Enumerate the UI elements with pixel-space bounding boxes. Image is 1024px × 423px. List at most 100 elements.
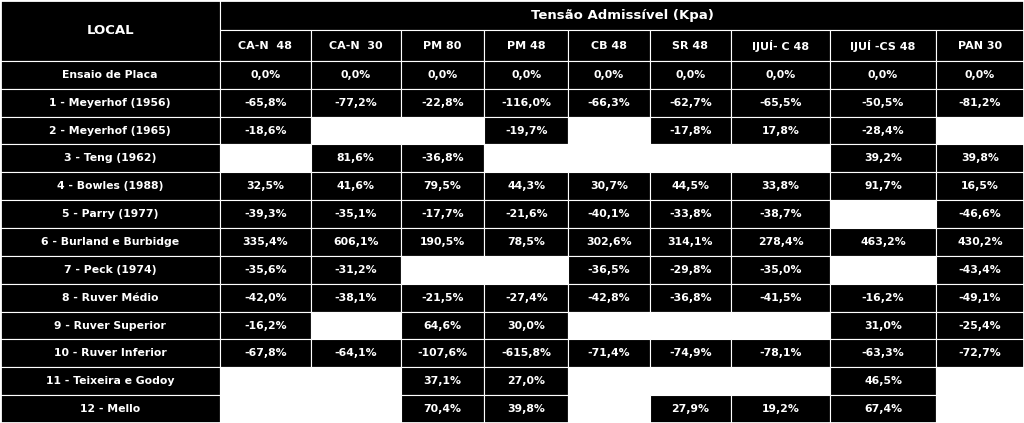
- Bar: [400, 172, 484, 200]
- Text: 0,0%: 0,0%: [868, 70, 898, 80]
- Text: -49,1%: -49,1%: [958, 293, 1001, 303]
- Bar: [568, 172, 649, 200]
- Bar: [400, 339, 484, 367]
- Bar: [220, 256, 310, 284]
- Bar: [310, 312, 400, 339]
- Text: 0,0%: 0,0%: [965, 70, 995, 80]
- Bar: [310, 256, 400, 284]
- Bar: [936, 395, 1024, 423]
- Bar: [484, 145, 568, 172]
- Bar: [568, 284, 649, 312]
- Bar: [649, 30, 731, 61]
- Text: 0,0%: 0,0%: [511, 70, 542, 80]
- Bar: [731, 172, 830, 200]
- Text: 32,5%: 32,5%: [247, 181, 285, 191]
- Bar: [649, 145, 731, 172]
- Text: -21,6%: -21,6%: [505, 209, 548, 219]
- Text: 33,8%: 33,8%: [762, 181, 800, 191]
- Bar: [731, 367, 830, 395]
- Bar: [731, 228, 830, 256]
- Bar: [649, 228, 731, 256]
- Text: -36,5%: -36,5%: [588, 265, 630, 275]
- Bar: [649, 89, 731, 117]
- Bar: [936, 228, 1024, 256]
- Text: -17,8%: -17,8%: [669, 126, 712, 135]
- Bar: [220, 61, 310, 89]
- Bar: [0, 145, 220, 172]
- Bar: [649, 61, 731, 89]
- Text: -21,5%: -21,5%: [422, 293, 464, 303]
- Bar: [568, 395, 649, 423]
- Bar: [830, 117, 936, 145]
- Text: -19,7%: -19,7%: [505, 126, 548, 135]
- Bar: [484, 200, 568, 228]
- Bar: [568, 89, 649, 117]
- Text: 31,0%: 31,0%: [864, 321, 902, 330]
- Text: -66,3%: -66,3%: [588, 98, 630, 108]
- Text: 27,0%: 27,0%: [507, 376, 546, 386]
- Text: -74,9%: -74,9%: [669, 349, 712, 358]
- Bar: [400, 89, 484, 117]
- Bar: [649, 395, 731, 423]
- Bar: [830, 395, 936, 423]
- Bar: [400, 395, 484, 423]
- Bar: [220, 339, 310, 367]
- Text: -64,1%: -64,1%: [334, 349, 377, 358]
- Bar: [936, 312, 1024, 339]
- Bar: [649, 200, 731, 228]
- Text: 8 - Ruver Médio: 8 - Ruver Médio: [61, 293, 159, 303]
- Bar: [731, 117, 830, 145]
- Text: 64,6%: 64,6%: [424, 321, 462, 330]
- Bar: [731, 145, 830, 172]
- Text: 46,5%: 46,5%: [864, 376, 902, 386]
- Bar: [310, 200, 400, 228]
- Text: IJUÍ- C 48: IJUÍ- C 48: [752, 40, 809, 52]
- Bar: [310, 172, 400, 200]
- Text: -40,1%: -40,1%: [588, 209, 630, 219]
- Bar: [310, 339, 400, 367]
- Bar: [830, 256, 936, 284]
- Text: 81,6%: 81,6%: [337, 154, 375, 163]
- Text: 0,0%: 0,0%: [341, 70, 371, 80]
- Bar: [649, 284, 731, 312]
- Bar: [220, 30, 310, 61]
- Bar: [936, 61, 1024, 89]
- Bar: [731, 339, 830, 367]
- Bar: [0, 228, 220, 256]
- Bar: [936, 89, 1024, 117]
- Text: 0,0%: 0,0%: [594, 70, 624, 80]
- Text: -46,6%: -46,6%: [958, 209, 1001, 219]
- Bar: [0, 367, 220, 395]
- Bar: [310, 145, 400, 172]
- Text: 2 - Meyerhof (1965): 2 - Meyerhof (1965): [49, 126, 171, 135]
- Bar: [731, 30, 830, 61]
- Text: -62,7%: -62,7%: [669, 98, 712, 108]
- Text: 0,0%: 0,0%: [250, 70, 281, 80]
- Text: 39,8%: 39,8%: [507, 404, 545, 414]
- Bar: [568, 117, 649, 145]
- Text: 41,6%: 41,6%: [337, 181, 375, 191]
- Bar: [400, 145, 484, 172]
- Text: -17,7%: -17,7%: [421, 209, 464, 219]
- Text: 7 - Peck (1974): 7 - Peck (1974): [63, 265, 157, 275]
- Bar: [0, 117, 220, 145]
- Text: -16,2%: -16,2%: [862, 293, 904, 303]
- Text: -72,7%: -72,7%: [958, 349, 1001, 358]
- Bar: [400, 61, 484, 89]
- Bar: [400, 200, 484, 228]
- Bar: [220, 145, 310, 172]
- Bar: [568, 30, 649, 61]
- Text: 190,5%: 190,5%: [420, 237, 465, 247]
- Text: 1 - Meyerhof (1956): 1 - Meyerhof (1956): [49, 98, 171, 108]
- Bar: [936, 200, 1024, 228]
- Bar: [0, 339, 220, 367]
- Bar: [936, 284, 1024, 312]
- Text: -50,5%: -50,5%: [862, 98, 904, 108]
- Bar: [731, 312, 830, 339]
- Text: 19,2%: 19,2%: [762, 404, 800, 414]
- Bar: [310, 284, 400, 312]
- Text: -16,2%: -16,2%: [244, 321, 287, 330]
- Bar: [649, 312, 731, 339]
- Bar: [310, 395, 400, 423]
- Bar: [830, 284, 936, 312]
